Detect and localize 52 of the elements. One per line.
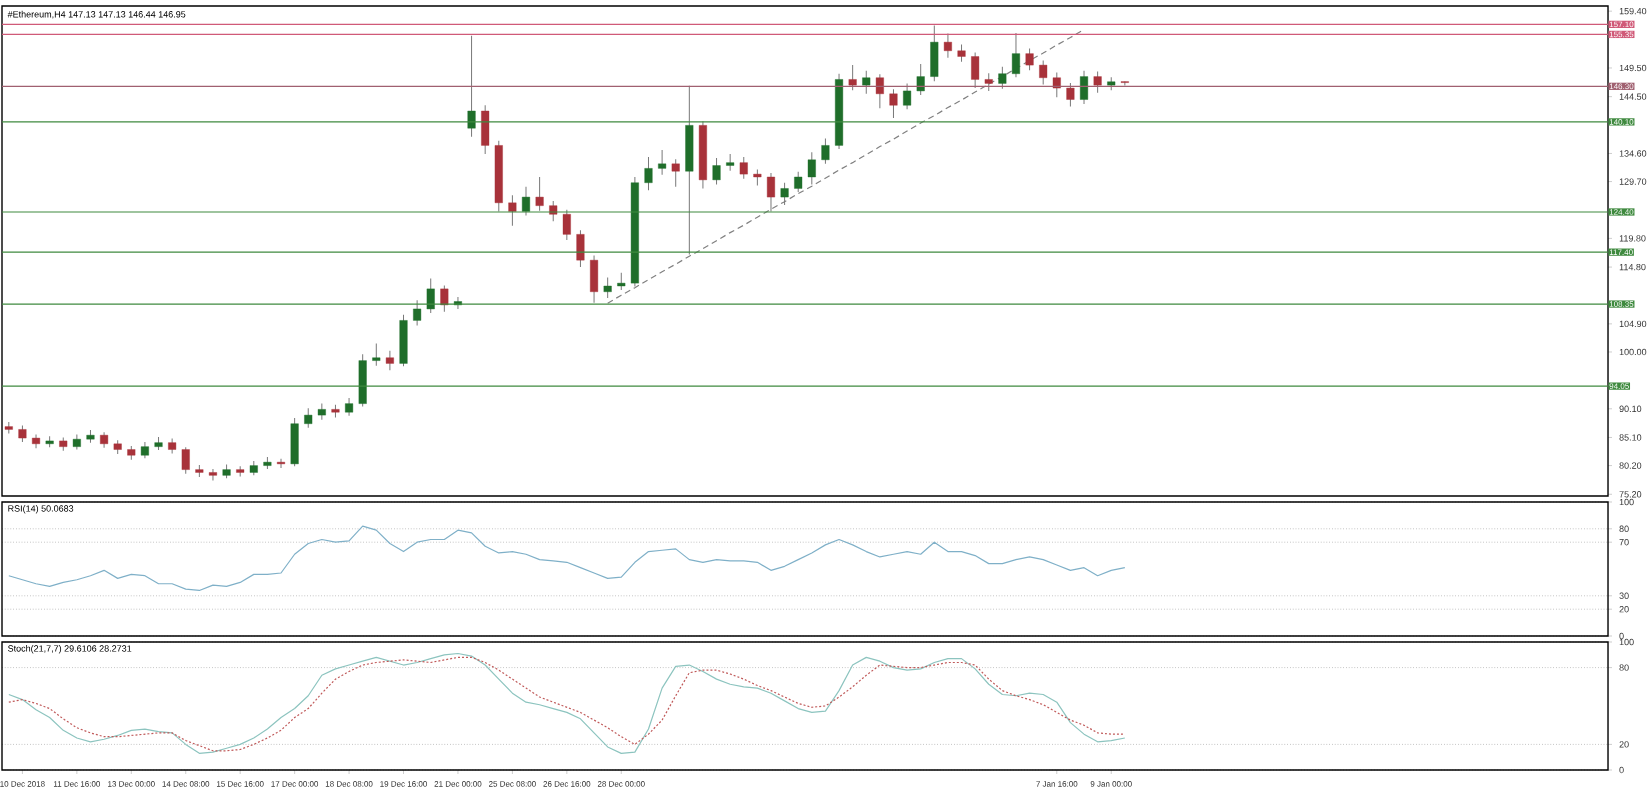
candlestick [943, 33, 952, 59]
candlestick [916, 63, 925, 96]
candlestick [1120, 81, 1129, 87]
candlestick [385, 350, 394, 371]
candlestick [998, 66, 1007, 90]
candlestick [794, 171, 803, 193]
candlestick [862, 70, 871, 95]
candlestick [821, 138, 830, 165]
candlestick [508, 194, 517, 227]
candlestick [1052, 72, 1061, 98]
candlestick [875, 73, 884, 109]
candlestick [1025, 47, 1034, 71]
line-series [8, 525, 1126, 592]
candlestick [930, 25, 939, 82]
candlestick [889, 88, 898, 119]
candlestick [712, 157, 721, 185]
candlestick [181, 446, 190, 475]
candlestick [481, 104, 490, 155]
candlestick [562, 209, 571, 241]
candlestick [644, 156, 653, 191]
candlestick [467, 35, 476, 138]
candlestick [1066, 82, 1075, 107]
candlestick [685, 85, 694, 255]
candlestick [603, 276, 612, 299]
candlestick [848, 64, 857, 91]
candlestick [208, 468, 217, 482]
candlestick [658, 149, 667, 176]
candlestick [739, 156, 748, 180]
candlestick [440, 284, 449, 313]
candlestick [72, 434, 81, 451]
candlestick [590, 255, 599, 304]
candlestick [100, 431, 109, 449]
candlestick [358, 353, 367, 407]
candlestick [807, 151, 816, 185]
candlestick [304, 407, 313, 429]
candlestick [766, 172, 775, 212]
candlestick [372, 342, 381, 367]
candlestick [671, 158, 680, 188]
candlestick [576, 229, 585, 268]
candlestick [1080, 70, 1089, 105]
candlestick [535, 176, 544, 212]
candlestick [1039, 60, 1048, 86]
candlestick [413, 299, 422, 327]
candlestick [290, 417, 299, 467]
candlestick [780, 182, 789, 206]
candlestick [521, 186, 531, 216]
candlestick [903, 82, 912, 110]
candlestick [426, 278, 435, 314]
candlestick [1093, 70, 1102, 94]
candlestick [971, 51, 980, 89]
candlestick [168, 438, 177, 455]
candlestick [399, 314, 408, 367]
